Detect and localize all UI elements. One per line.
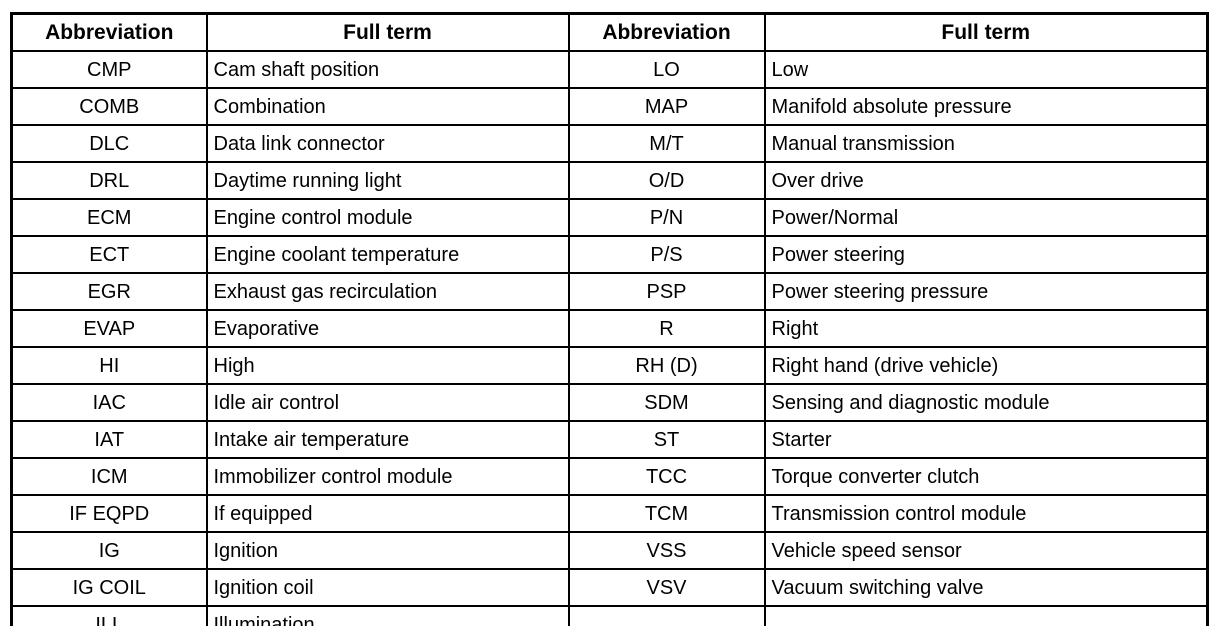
- full-term-cell: Power steering: [763, 235, 1209, 274]
- full-term-cell: Intake air temperature: [205, 420, 570, 459]
- header-full-term-right: Full term: [763, 12, 1209, 52]
- full-term-cell: Evaporative: [205, 309, 570, 348]
- table-header-row: Abbreviation Full term Abbreviation Full…: [10, 12, 1209, 52]
- full-term-cell: Power steering pressure: [763, 272, 1209, 311]
- table-row: HI High RH (D) Right hand (drive vehicle): [10, 346, 1209, 385]
- table-row: ILL Illumination: [10, 605, 1209, 626]
- full-term-cell: Illumination: [205, 605, 570, 626]
- full-term-cell: If equipped: [205, 494, 570, 533]
- abbreviation-cell: IG: [10, 531, 208, 570]
- abbreviation-cell: IAT: [10, 420, 208, 459]
- full-term-cell: [763, 605, 1209, 626]
- abbreviation-cell: ST: [567, 420, 766, 459]
- full-term-cell: Transmission control module: [763, 494, 1209, 533]
- abbreviation-cell: R: [567, 309, 766, 348]
- full-term-cell: Combination: [205, 87, 570, 126]
- abbreviation-table: Abbreviation Full term Abbreviation Full…: [10, 12, 1209, 626]
- table-row: EVAP Evaporative R Right: [10, 309, 1209, 348]
- full-term-cell: Over drive: [763, 161, 1209, 200]
- full-term-cell: Vehicle speed sensor: [763, 531, 1209, 570]
- table-row: ICM Immobilizer control module TCC Torque c…: [10, 457, 1209, 496]
- table-row: DLC Data link connector M/T Manual transmis…: [10, 124, 1209, 163]
- abbreviation-cell: P/S: [567, 235, 766, 274]
- table-row: EGR Exhaust gas recirculation PSP Power ste…: [10, 272, 1209, 311]
- full-term-cell: Ignition coil: [205, 568, 570, 607]
- full-term-cell: High: [205, 346, 570, 385]
- full-term-cell: Manual transmission: [763, 124, 1209, 163]
- abbreviation-cell: M/T: [567, 124, 766, 163]
- full-term-cell: Vacuum switching valve: [763, 568, 1209, 607]
- table-row: ECT Engine coolant temperature P/S Power st…: [10, 235, 1209, 274]
- abbreviation-cell: CMP: [10, 50, 208, 89]
- table-row: IF EQPD If equipped TCM Transmission contro…: [10, 494, 1209, 533]
- abbreviation-cell: LO: [567, 50, 766, 89]
- abbreviation-cell: P/N: [567, 198, 766, 237]
- abbreviation-cell: ILL: [10, 605, 208, 626]
- abbreviation-cell: VSV: [567, 568, 766, 607]
- abbreviation-cell: DRL: [10, 161, 208, 200]
- table-row: IAC Idle air control SDM Sensing and diagno…: [10, 383, 1209, 422]
- header-full-term-left: Full term: [205, 12, 570, 52]
- abbreviation-cell: ICM: [10, 457, 208, 496]
- full-term-cell: Right hand (drive vehicle): [763, 346, 1209, 385]
- header-abbreviation-right: Abbreviation: [567, 12, 766, 52]
- table-row: IAT Intake air temperature ST Starter: [10, 420, 1209, 459]
- abbreviation-cell: MAP: [567, 87, 766, 126]
- table-row: IG Ignition VSS Vehicle speed sensor: [10, 531, 1209, 570]
- full-term-cell: Data link connector: [205, 124, 570, 163]
- abbreviation-cell: HI: [10, 346, 208, 385]
- header-abbreviation-left: Abbreviation: [10, 12, 208, 52]
- full-term-cell: Engine control module: [205, 198, 570, 237]
- abbreviation-cell: COMB: [10, 87, 208, 126]
- abbreviation-cell: TCM: [567, 494, 766, 533]
- abbreviation-cell: [567, 605, 766, 626]
- full-term-cell: Manifold absolute pressure: [763, 87, 1209, 126]
- table-row: DRL Daytime running light O/D Over drive: [10, 161, 1209, 200]
- abbreviation-table-body: CMP Cam shaft position LO Low COMB Combinatio…: [10, 50, 1209, 626]
- abbreviation-cell: VSS: [567, 531, 766, 570]
- abbreviation-cell: RH (D): [567, 346, 766, 385]
- full-term-cell: Starter: [763, 420, 1209, 459]
- abbreviation-cell: O/D: [567, 161, 766, 200]
- full-term-cell: Power/Normal: [763, 198, 1209, 237]
- abbreviation-cell: DLC: [10, 124, 208, 163]
- full-term-cell: Right: [763, 309, 1209, 348]
- table-row: CMP Cam shaft position LO Low: [10, 50, 1209, 89]
- full-term-cell: Cam shaft position: [205, 50, 570, 89]
- full-term-cell: Daytime running light: [205, 161, 570, 200]
- table-row: COMB Combination MAP Manifold absolute pres…: [10, 87, 1209, 126]
- full-term-cell: Immobilizer control module: [205, 457, 570, 496]
- full-term-cell: Engine coolant temperature: [205, 235, 570, 274]
- abbreviation-cell: IAC: [10, 383, 208, 422]
- full-term-cell: Low: [763, 50, 1209, 89]
- full-term-cell: Idle air control: [205, 383, 570, 422]
- abbreviation-cell: SDM: [567, 383, 766, 422]
- table-row: IG COIL Ignition coil VSV Vacuum switching …: [10, 568, 1209, 607]
- abbreviation-cell: IF EQPD: [10, 494, 208, 533]
- abbreviation-cell: ECM: [10, 198, 208, 237]
- abbreviation-cell: ECT: [10, 235, 208, 274]
- full-term-cell: Sensing and diagnostic module: [763, 383, 1209, 422]
- full-term-cell: Torque converter clutch: [763, 457, 1209, 496]
- full-term-cell: Exhaust gas recirculation: [205, 272, 570, 311]
- abbreviation-cell: EGR: [10, 272, 208, 311]
- table-row: ECM Engine control module P/N Power/Normal: [10, 198, 1209, 237]
- abbreviation-cell: IG COIL: [10, 568, 208, 607]
- abbreviation-cell: EVAP: [10, 309, 208, 348]
- abbreviation-cell: TCC: [567, 457, 766, 496]
- abbreviation-cell: PSP: [567, 272, 766, 311]
- full-term-cell: Ignition: [205, 531, 570, 570]
